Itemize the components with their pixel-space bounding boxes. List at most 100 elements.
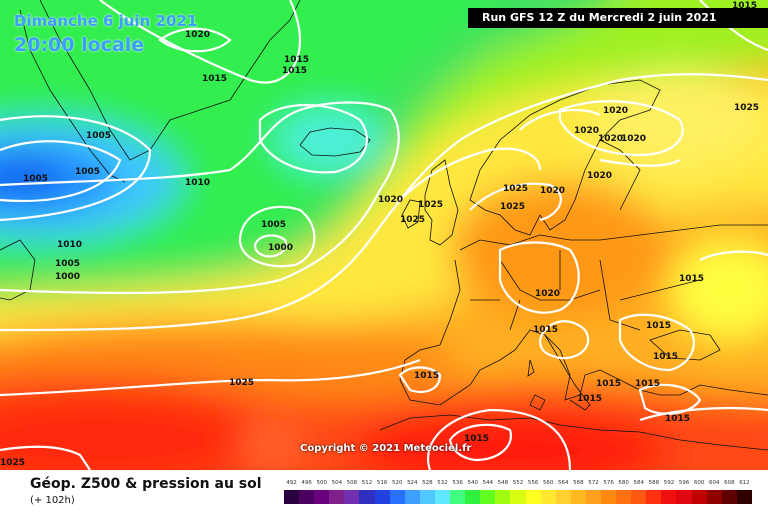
color-scale-tick-label: 592: [663, 480, 675, 486]
forecast-time: 20:00 locale: [14, 34, 145, 56]
color-scale-swatch: [706, 490, 722, 504]
forecast-date: Dimanche 6 juin 2021: [14, 12, 198, 30]
color-scale-tick-label: 572: [588, 480, 599, 486]
color-scale-swatch: [329, 490, 345, 504]
isobar-label: 1015: [653, 352, 679, 362]
color-scale-swatch: [465, 490, 481, 504]
color-scale-tick-label: 564: [558, 480, 569, 486]
isobar-label: 1005: [55, 259, 81, 269]
color-scale-bar: [284, 490, 752, 504]
color-scale-tick-label: 548: [497, 480, 509, 486]
color-scale-tick-label: 492: [286, 480, 297, 486]
color-scale-tick-label: 596: [678, 480, 690, 486]
color-scale-tick-label: 540: [467, 480, 478, 486]
copyright-notice: Copyright © 2021 Meteociel.fr: [300, 443, 472, 454]
isobar-label: 1025: [734, 103, 760, 113]
color-scale-swatch: [616, 490, 632, 504]
isobar-label: 1020: [535, 289, 561, 299]
isobar-label: 1005: [23, 174, 49, 184]
color-scale-swatch: [676, 490, 692, 504]
color-scale-swatch: [495, 490, 511, 504]
isobar-label: 1005: [261, 220, 287, 230]
color-scale-swatch: [299, 490, 315, 504]
color-scale-swatch: [344, 490, 360, 504]
color-scale-swatch: [570, 490, 586, 504]
color-scale-swatch: [284, 490, 300, 504]
isobar-label: 1015: [464, 434, 490, 444]
color-scale-swatch: [631, 490, 647, 504]
color-scale-tick-label: 588: [648, 480, 660, 486]
color-scale-tick-label: 560: [542, 480, 554, 486]
color-scale-tick-label: 568: [573, 480, 584, 486]
color-scale-tick-label: 612: [739, 480, 750, 486]
color-scale-tick-label: 580: [618, 480, 629, 486]
color-scale-labels: 492 496 500 504 508 512 516 520 524 528 532 536 540 5…: [284, 480, 752, 489]
color-scale-tick-label: 504: [331, 480, 343, 486]
isobar-label: 1015: [282, 66, 308, 76]
isobar-label: 1015: [665, 414, 691, 424]
color-scale-tick-label: 496: [301, 480, 312, 486]
legend-subtitle: (+ 102h): [30, 495, 75, 506]
color-scale-swatch: [359, 490, 375, 504]
color-scale-tick-label: 508: [346, 480, 358, 486]
color-scale-tick-label: 544: [482, 480, 494, 486]
isobar-label: 1025: [0, 458, 26, 468]
geopotential-map: [0, 0, 768, 470]
color-scale-swatch: [389, 490, 405, 504]
color-scale-tick-label: 584: [633, 480, 645, 486]
isobar-label: 1015: [533, 325, 559, 335]
isobar-label: 1010: [185, 178, 211, 188]
isobar-label: 1025: [418, 200, 444, 210]
color-scale-tick-label: 576: [603, 480, 614, 486]
isobar-label: 1015: [732, 1, 758, 11]
color-scale-swatch: [691, 490, 707, 504]
color-scale-swatch: [585, 490, 601, 504]
color-scale-swatch: [480, 490, 496, 504]
color-scale-swatch: [525, 490, 541, 504]
isobar-label: 1020: [587, 171, 613, 181]
color-scale-tick-label: 528: [422, 480, 433, 486]
color-scale-swatch: [450, 490, 466, 504]
color-scale-swatch: [434, 490, 451, 504]
isobar-label: 1025: [229, 378, 255, 388]
isobar-label: 1015: [635, 379, 661, 389]
color-scale-swatch: [661, 490, 677, 504]
color-scale-tick-label: 604: [709, 480, 720, 486]
color-scale-tick-label: 524: [407, 480, 418, 486]
isobar-label: 1020: [574, 126, 600, 136]
isobar-label: 1020: [540, 186, 566, 196]
color-scale-tick-label: 532: [437, 480, 448, 486]
color-scale-swatch: [721, 490, 737, 504]
run-info-banner: Run GFS 12 Z du Mercredi 2 juin 2021: [468, 8, 768, 28]
isobar-label: 1015: [202, 74, 228, 84]
color-scale-swatch: [555, 490, 571, 504]
isobar-label: 1010: [57, 240, 83, 250]
color-scale-tick-label: 608: [724, 480, 735, 486]
isobar-label: 1005: [75, 167, 101, 177]
color-scale-swatch: [374, 490, 390, 504]
color-scale-tick-label: 500: [316, 480, 327, 486]
color-scale-swatch: [646, 490, 662, 504]
color-scale-tick-label: 512: [361, 480, 373, 486]
color-scale: 492 496 500 504 508 512 516 520 524 528 532 536 540 5…: [284, 480, 752, 504]
color-scale-swatch: [404, 490, 420, 504]
isobar-label: 1020: [378, 195, 404, 205]
isobar-label: 1020: [621, 134, 647, 144]
isobar-label: 1020: [598, 134, 624, 144]
color-scale-tick-label: 516: [376, 480, 388, 486]
color-scale-tick-label: 536: [452, 480, 463, 486]
isobar-label: 1025: [500, 202, 526, 212]
z500-color-field: [0, 0, 768, 470]
color-scale-swatch: [600, 490, 617, 504]
legend-title: Géop. Z500 & pression au sol: [30, 476, 262, 492]
isobar-label: 1015: [596, 379, 622, 389]
isobar-label: 1015: [679, 274, 705, 284]
color-scale-tick-label: 600: [693, 480, 705, 486]
isobar-label: 1020: [185, 30, 211, 40]
color-scale-swatch: [314, 490, 330, 504]
isobar-label: 1015: [414, 371, 440, 381]
color-scale-swatch: [736, 490, 752, 504]
color-scale-tick-label: 556: [527, 480, 539, 486]
color-scale-swatch: [419, 490, 435, 504]
